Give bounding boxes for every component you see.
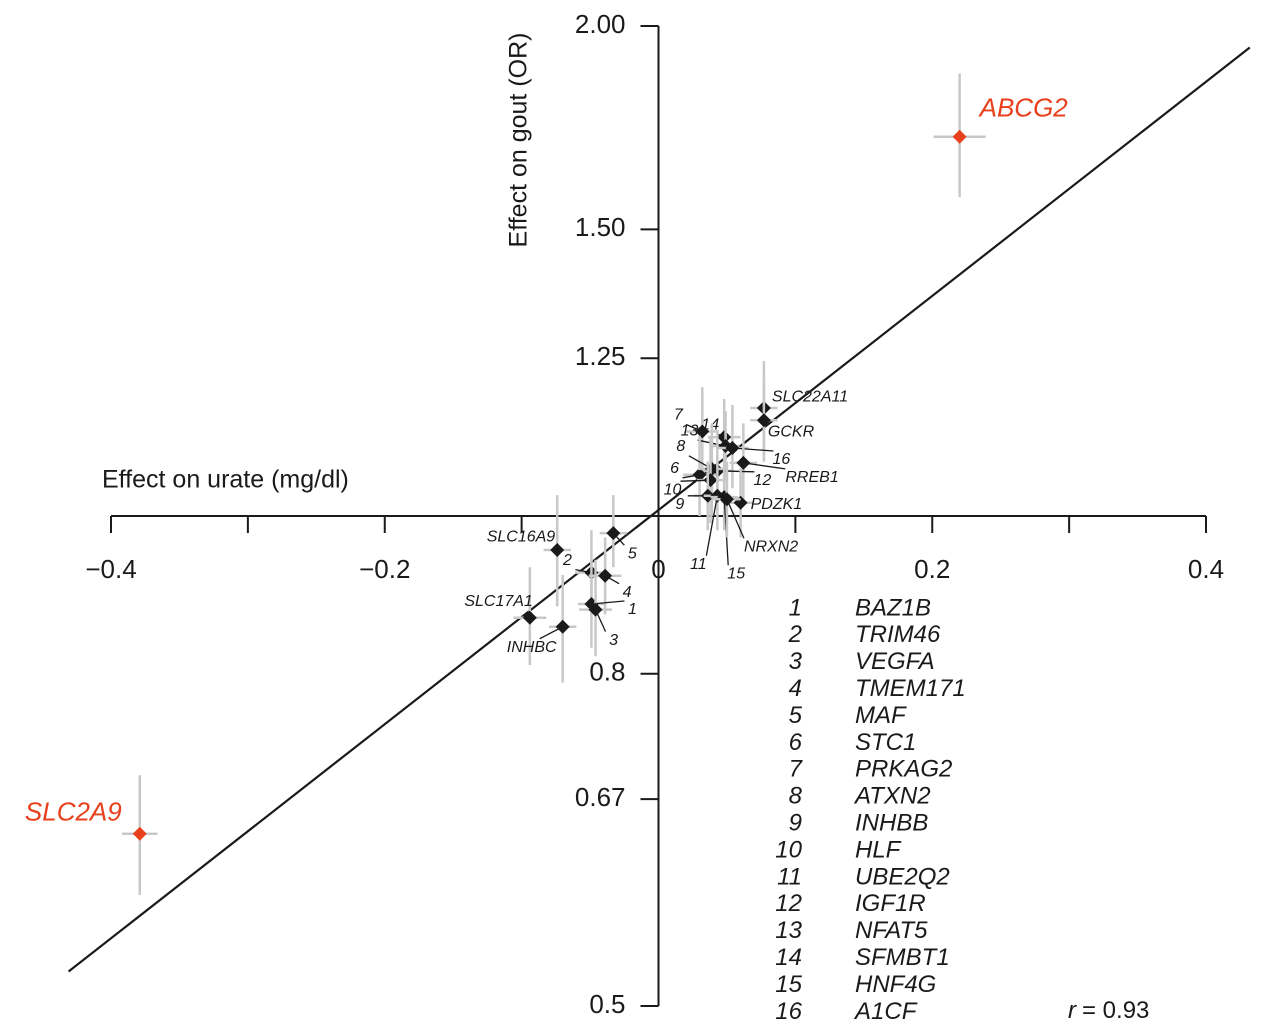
key-number: 9 (789, 810, 802, 837)
point-label: 3 (609, 632, 618, 649)
point (606, 526, 621, 541)
annotation: r = 0.93 (1068, 997, 1149, 1024)
point-label: 4 (623, 584, 632, 601)
key-name: A1CF (853, 998, 918, 1025)
point (132, 826, 147, 841)
point (550, 543, 565, 558)
key-number: 1 (789, 594, 802, 621)
key-name: HLF (855, 836, 902, 863)
point (725, 440, 740, 455)
leader-line (743, 462, 786, 470)
point-label: 15 (727, 565, 745, 582)
key-name: STC1 (855, 729, 916, 756)
fit-line (67, 46, 1251, 973)
key-number: 12 (775, 890, 802, 917)
key-name: PRKAG2 (855, 756, 952, 783)
point (756, 413, 771, 428)
point-label: 7 (674, 407, 684, 424)
point (717, 430, 732, 445)
key-name: VEGFA (855, 648, 935, 675)
key-number: 4 (789, 675, 802, 702)
key-name: HNF4G (855, 971, 936, 998)
key-number: 7 (789, 756, 804, 783)
point (598, 568, 613, 583)
point-label: SLC17A1 (464, 593, 533, 610)
key-number: 2 (788, 621, 802, 648)
point (719, 492, 734, 507)
point-label: SLC16A9 (487, 528, 556, 545)
key-number: 16 (775, 998, 802, 1025)
point-label: 13 (681, 422, 699, 439)
point-label: 16 (773, 451, 791, 468)
point (736, 455, 751, 470)
x-tick-label: −0.4 (85, 554, 136, 584)
leader-line (705, 495, 718, 556)
x-axis-label: Effect on urate (mg/dl) (102, 466, 349, 494)
key-number: 10 (775, 836, 802, 863)
point (692, 467, 707, 482)
key-number: 6 (789, 729, 803, 756)
point-label: PDZK1 (751, 496, 803, 513)
y-tick-label: 0.5 (589, 989, 625, 1019)
key-number: 13 (775, 917, 802, 944)
point-label: 8 (676, 438, 685, 455)
point (588, 602, 603, 617)
point-label: INHBC (507, 639, 557, 656)
key-number: 5 (789, 702, 803, 729)
key-number: 15 (775, 971, 802, 998)
point-label: 9 (675, 496, 684, 513)
point-label: NRXN2 (744, 538, 798, 555)
key-number: 11 (777, 863, 802, 890)
key-name: NFAT5 (855, 917, 928, 944)
key-name: SFMBT1 (855, 944, 950, 971)
point (952, 129, 967, 144)
y-tick-label: 0.67 (575, 782, 626, 812)
key-name: IGF1R (855, 890, 926, 917)
key-number: 3 (789, 648, 803, 675)
point-label: 2 (562, 552, 572, 569)
point-label: 10 (664, 481, 682, 498)
key-name: TRIM46 (855, 621, 941, 648)
key-name: MAF (855, 702, 907, 729)
x-tick-label: 0.4 (1188, 554, 1224, 584)
point-label: 12 (753, 472, 771, 489)
point-label: 6 (670, 460, 679, 477)
point-label: SLC22A11 (772, 388, 848, 405)
point (555, 619, 570, 634)
key-number: 8 (789, 783, 803, 810)
x-tick-label: 0 (651, 554, 665, 584)
y-tick-label: 1.50 (575, 212, 626, 242)
key-name: TMEM171 (855, 675, 966, 702)
y-tick-label: 1.25 (575, 341, 626, 371)
point-label: 1 (628, 601, 637, 618)
x-tick-label: −0.2 (359, 554, 410, 584)
point (522, 610, 537, 625)
point-label: RREB1 (785, 469, 838, 486)
leader-line (732, 447, 774, 452)
key-number: 14 (775, 944, 802, 971)
key-name: BAZ1B (855, 594, 931, 621)
key-name: INHBB (855, 810, 928, 837)
y-axis-label: Effect on gout (OR) (505, 33, 533, 248)
annotation-symbol: r (1068, 997, 1077, 1024)
key-name: ATXN2 (853, 783, 931, 810)
point-label: 5 (628, 545, 637, 562)
point-label: ABCG2 (978, 93, 1069, 123)
y-tick-label: 2.00 (575, 9, 626, 39)
key-name: UBE2Q2 (855, 863, 950, 890)
point-label: SLC2A9 (25, 797, 122, 827)
annotation-text: = 0.93 (1082, 997, 1149, 1024)
point (695, 424, 710, 439)
x-tick-label: 0.2 (914, 554, 950, 584)
point-label: GCKR (768, 423, 815, 440)
point-label: 11 (690, 556, 707, 573)
y-tick-label: 0.8 (589, 657, 625, 687)
leader-line (726, 498, 745, 539)
